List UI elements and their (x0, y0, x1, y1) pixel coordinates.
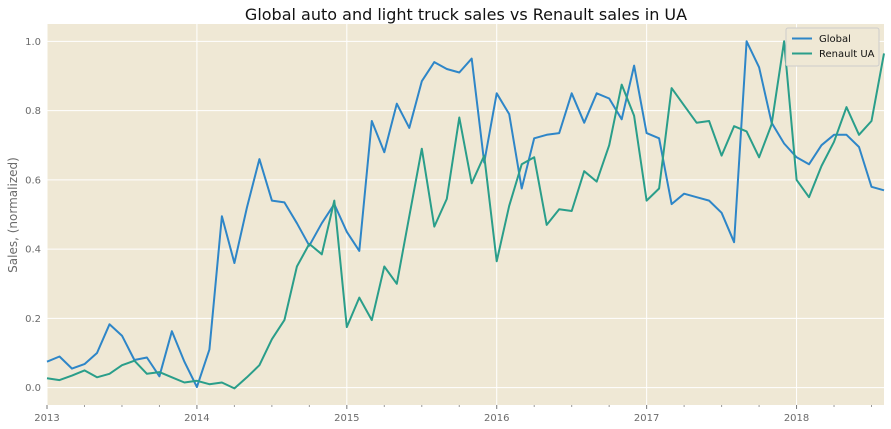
series-line-renault-ua (46, 40, 885, 390)
legend-label-global: Global (819, 34, 851, 45)
y-tick-label: 0.4 (25, 245, 41, 256)
y-tick-label: 0.6 (25, 175, 41, 186)
grid (46, 24, 884, 405)
x-tick-label: 2016 (484, 413, 509, 424)
y-axis: 0.0 0.2 0.4 0.6 0.8 1.0 (25, 37, 41, 394)
y-tick-label: 0.2 (25, 314, 41, 325)
x-tick-label: 2013 (34, 413, 59, 424)
chart-title: Global auto and light truck sales vs Ren… (245, 5, 687, 24)
x-tick-label: 2014 (184, 413, 209, 424)
x-tick-label: 2017 (634, 413, 659, 424)
plot-area (47, 24, 884, 405)
y-tick-label: 1.0 (25, 37, 41, 48)
series-line-global (46, 40, 885, 388)
y-tick-label: 0.0 (25, 383, 41, 394)
x-tick-label: 2018 (784, 413, 809, 424)
y-tick-label: 0.8 (25, 106, 41, 117)
series-layer (46, 40, 885, 390)
legend: Global Renault UA (785, 27, 880, 67)
legend-label-renault-ua: Renault UA (819, 49, 875, 60)
x-tick-label: 2015 (334, 413, 359, 424)
x-axis: 2013 2014 2015 2016 2017 2018 (34, 405, 873, 424)
y-axis-label: Sales, (normalized) (6, 157, 20, 273)
